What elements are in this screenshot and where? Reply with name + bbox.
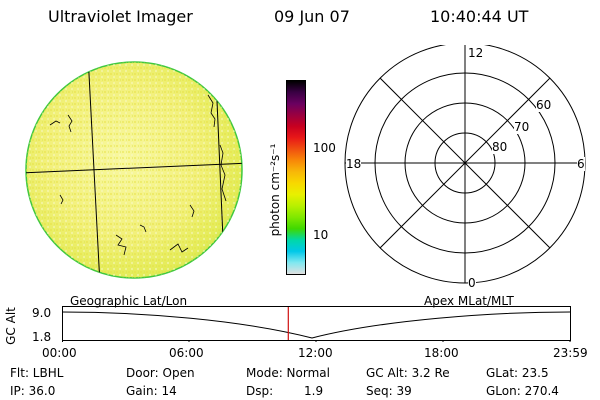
lat-label-80: 80 xyxy=(492,140,508,154)
earth-image xyxy=(25,61,243,279)
time-tick-0000: 00:00 xyxy=(42,346,77,360)
glon-readout: GLon: 270.4 xyxy=(486,384,559,398)
polar-grid xyxy=(344,45,586,284)
mlt-label-0: 0 xyxy=(468,276,476,290)
gain-readout: Gain: 14 xyxy=(126,384,177,398)
gc-alt-axis-label: GC Alt xyxy=(4,307,18,345)
gc-alt-tick-9: 9.0 xyxy=(32,306,52,320)
door-readout: Door: Open xyxy=(126,366,195,380)
color-scale-tick-10: 10 xyxy=(313,228,329,242)
time-tick-2359: 23:59 xyxy=(553,346,588,360)
gc-alt-readout: GC Alt: 3.2 Re xyxy=(366,366,450,380)
mlt-label-12: 12 xyxy=(468,46,484,60)
image-time: 10:40:44 UT xyxy=(430,7,529,26)
mlt-label-6: 6 xyxy=(577,157,585,171)
mode-readout: Mode: Normal xyxy=(246,366,330,380)
color-scale-tick-100: 100 xyxy=(313,141,336,155)
orbit-altitude-plot xyxy=(62,306,571,342)
gc-alt-tick-1-8: 1.8 xyxy=(32,330,52,344)
apex-title: Apex MLat/MLT xyxy=(424,294,514,308)
image-date: 09 Jun 07 xyxy=(274,7,350,26)
instrument-title: Ultraviolet Imager xyxy=(48,7,193,26)
ip-readout: IP: 36.0 xyxy=(10,384,56,398)
filter-readout: Flt: LBHL xyxy=(10,366,64,380)
time-tick-1200: 12:00 xyxy=(298,346,333,360)
lat-label-60: 60 xyxy=(536,98,552,112)
dsp-value: 1.9 xyxy=(304,384,324,398)
time-tick-0600: 06:00 xyxy=(169,346,204,360)
time-tick-1800: 18:00 xyxy=(424,346,459,360)
lat-label-70: 70 xyxy=(514,120,530,134)
seq-readout: Seq: 39 xyxy=(366,384,412,398)
geographic-title: Geographic Lat/Lon xyxy=(70,294,188,308)
glat-readout: GLat: 23.5 xyxy=(486,366,549,380)
mlt-label-18: 18 xyxy=(346,157,362,171)
color-scale-unit: photon cm⁻²s⁻¹ xyxy=(268,143,282,237)
dsp-label: Dsp: xyxy=(246,384,274,398)
color-scale-bar xyxy=(286,80,306,275)
